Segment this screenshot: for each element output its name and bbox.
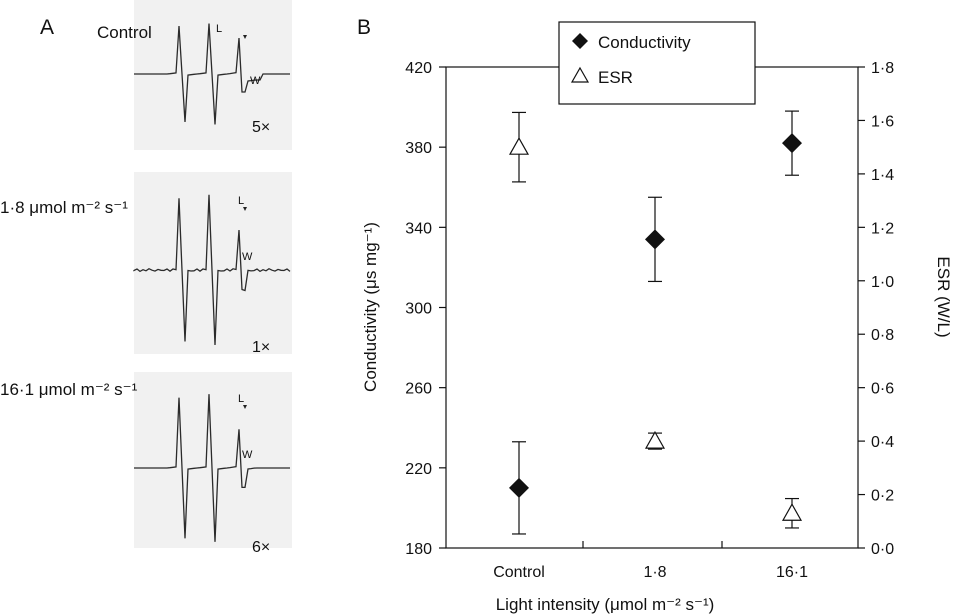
y2-tick-label: 1·4 <box>871 167 894 184</box>
spectrum-label: 1·8 μmol m⁻² s⁻¹ <box>0 198 128 217</box>
y2-tick-label: 1·0 <box>871 274 894 291</box>
marker-l: L <box>238 195 244 207</box>
y-tick-label: 180 <box>405 541 432 558</box>
esr-trace <box>134 394 290 542</box>
y-tick-label: 340 <box>405 220 432 237</box>
marker-arrow-icon <box>243 405 247 409</box>
esr-trace <box>134 23 290 125</box>
panel-b-letter: B <box>357 16 371 39</box>
marker-w: W <box>242 449 253 461</box>
esr-spectra-panel: Control 5× L W 1·8 μmol m⁻² s⁻¹ 1× L W 16·1 μmol… <box>0 0 292 556</box>
marker-w: W <box>250 75 261 87</box>
spectrum-background <box>134 172 292 354</box>
y2-tick-label: 1·6 <box>871 113 894 130</box>
spectrum-scale: 1× <box>252 339 270 356</box>
marker-l: L <box>238 393 244 405</box>
y-axis-left: 180 220 260 300 340 380 420 <box>405 60 446 558</box>
legend-box <box>558 21 756 105</box>
esr-point <box>781 503 803 521</box>
spectrum-label: Control <box>97 23 152 42</box>
spectrum-label: 16·1 μmol m⁻² s⁻¹ <box>0 380 138 399</box>
y2-tick-label: 1·8 <box>871 60 894 77</box>
legend-triangle-icon <box>570 66 590 83</box>
legend-conductivity: Conductivity <box>598 33 691 52</box>
x-axis: Control 1·8 16·1 <box>493 541 808 581</box>
y-axis-title: Conductivity (μs mg⁻¹) <box>361 222 380 392</box>
y-tick-label: 300 <box>405 301 432 318</box>
conductivity-esr-chart: Control 1·8 16·1 180 220 260 300 340 380 420 0·0… <box>361 21 953 614</box>
y2-tick-label: 0·6 <box>871 381 894 398</box>
marker-arrow-icon <box>243 207 247 211</box>
spectrum-scale: 5× <box>252 119 270 136</box>
spectrum-scale: 6× <box>252 539 270 556</box>
y2-tick-label: 0·8 <box>871 327 894 344</box>
data-marks <box>508 110 803 535</box>
spectrum-background <box>134 0 292 150</box>
esr-point <box>644 430 666 449</box>
y-tick-label: 260 <box>405 381 432 398</box>
marker-arrow-icon <box>243 35 247 39</box>
x-tick-label: 16·1 <box>776 564 808 581</box>
marker-w: W <box>242 251 253 263</box>
y2-tick-label: 1·2 <box>871 220 894 237</box>
panel-a-letter: A <box>40 16 54 39</box>
y-tick-label: 420 <box>405 60 432 77</box>
esr-point <box>508 136 530 155</box>
conductivity-point <box>645 229 665 250</box>
y2-tick-label: 0·2 <box>871 488 894 505</box>
y2-axis-title: ESR (W/L) <box>934 256 953 337</box>
y-tick-label: 220 <box>405 461 432 478</box>
legend: Conductivity ESR <box>558 21 756 105</box>
legend-esr: ESR <box>598 68 633 87</box>
x-tick-label: 1·8 <box>643 564 666 581</box>
y-axis-right: 0·0 0·2 0·4 0·6 0·8 1·0 1·2 1·4 1·6 1·8 <box>858 60 894 558</box>
x-axis-title: Light intensity (μmol m⁻² s⁻¹) <box>496 595 715 614</box>
spectrum-background <box>134 372 292 548</box>
marker-l: L <box>216 23 222 35</box>
esr-trace <box>133 194 291 346</box>
y2-tick-label: 0·4 <box>871 434 894 451</box>
x-tick-label: Control <box>493 564 545 581</box>
conductivity-point <box>509 477 529 498</box>
y2-tick-label: 0·0 <box>871 541 894 558</box>
y-tick-label: 380 <box>405 140 432 157</box>
conductivity-point <box>782 133 802 154</box>
legend-diamond-icon <box>572 33 588 49</box>
